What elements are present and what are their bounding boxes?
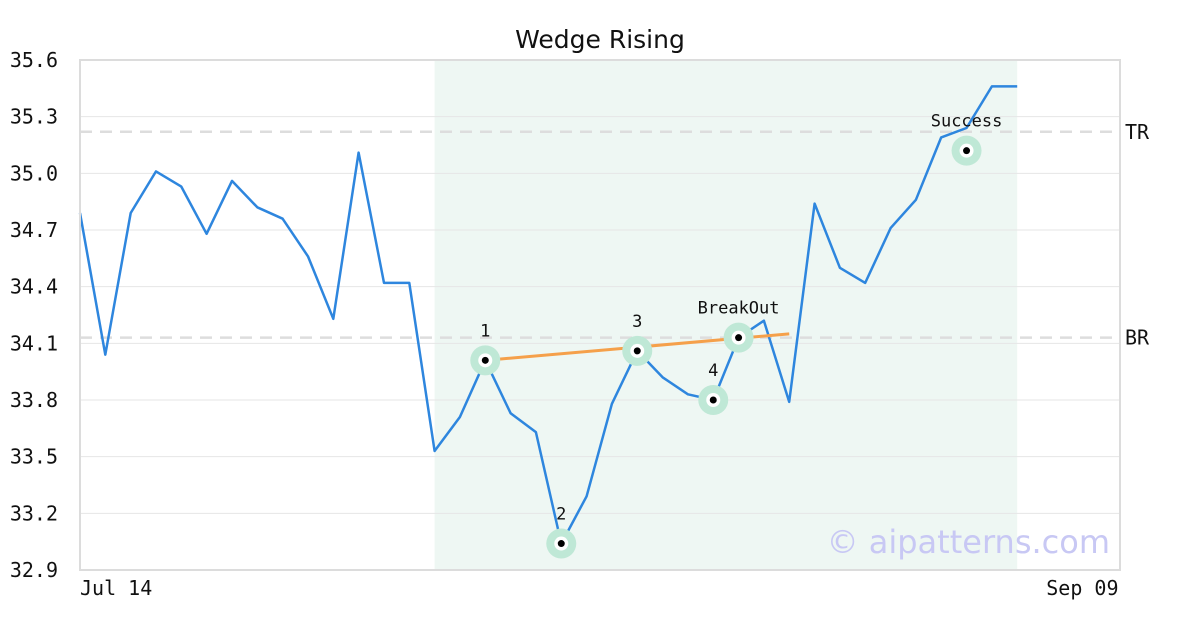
point-label: 4: [708, 361, 718, 381]
reference-lines: TR BR: [80, 120, 1150, 350]
point-marker-dot: [735, 334, 743, 342]
y-axis-ticks: 32.9 33.2 33.5 33.8 34.1 34.4 34.7 35.0 35.3 35.6: [10, 48, 58, 582]
plot-frame: [79, 59, 1121, 571]
reference-line-label: TR: [1125, 120, 1150, 144]
point-marker-dot: [481, 356, 489, 364]
point-label: 2: [556, 505, 566, 525]
point-label: Success: [931, 112, 1003, 132]
y-tick-label: 34.1: [10, 331, 58, 355]
y-tick-label: 35.6: [10, 48, 58, 72]
point-label: 3: [632, 312, 642, 332]
y-tick-label: 34.4: [10, 275, 58, 299]
y-tick-label: 34.7: [10, 218, 58, 242]
point-label: 1: [480, 321, 490, 341]
reference-line-label: BR: [1125, 326, 1150, 350]
point-marker-dot: [557, 540, 565, 548]
price-series-line: [78, 85, 1018, 545]
x-tick-label: Sep 09: [1046, 576, 1118, 600]
point-marker-dot: [709, 396, 717, 404]
y-tick-label: 35.3: [10, 105, 58, 129]
x-axis-ticks: Jul 14 Sep 09: [80, 576, 1119, 600]
y-tick-label: 32.9: [10, 558, 58, 582]
y-tick-label: 33.2: [10, 501, 58, 525]
point-marker-dot: [963, 147, 971, 155]
y-tick-label: 33.5: [10, 445, 58, 469]
y-tick-label: 35.0: [10, 161, 58, 185]
point-label: BreakOut: [698, 299, 780, 319]
point-marker-dot: [633, 347, 641, 355]
pattern-points: 1 2 3 4 BreakOut Success: [470, 112, 1002, 559]
watermark: © aipatterns.com: [827, 523, 1110, 561]
y-tick-label: 33.8: [10, 388, 58, 412]
chart-title: Wedge Rising: [515, 25, 685, 54]
x-tick-label: Jul 14: [80, 576, 152, 600]
highlight-region: [434, 60, 1018, 570]
